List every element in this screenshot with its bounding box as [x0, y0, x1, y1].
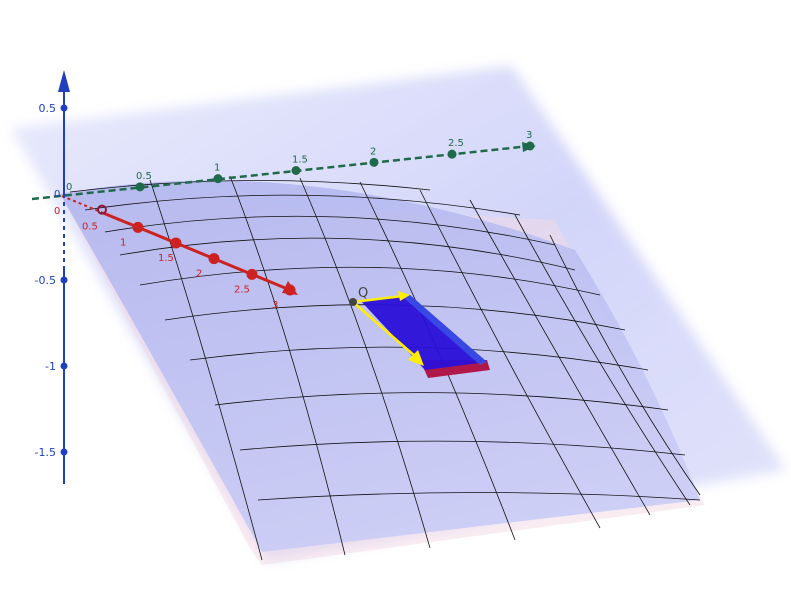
mesh-line-v-5 [469, 199, 651, 516]
x-tick-label-4: 2.5 [234, 284, 250, 295]
y-tick-mark-4 [447, 149, 457, 159]
y-tick-mark-0 [135, 182, 145, 192]
patch-edge [404, 295, 487, 365]
x-axis-origin-label: 0 [54, 206, 60, 217]
mesh-line-u-4 [139, 266, 601, 296]
y-tick-label-3: 2 [370, 146, 376, 157]
y-tick-label-1: 1 [214, 163, 220, 174]
x-tick-label-2: 1.5 [158, 253, 174, 264]
mesh-line-v-6 [514, 214, 691, 506]
x-tick-mark-5 [284, 284, 296, 296]
x-tick-mark-2 [170, 237, 182, 249]
mesh-line-v-0 [149, 179, 263, 561]
x-axis-hidden-part [61, 195, 105, 215]
tangent-vector-u[interactable] [352, 294, 404, 304]
tangent-vector-u-head [398, 291, 410, 301]
x-axis: 0 0.5 1 1.5 2 2.5 3 [54, 195, 298, 311]
mesh-line-u-8 [239, 440, 686, 456]
z-axis: 0 0.5 -0.5 -1 -1.5 [35, 70, 70, 484]
y-tick-mark-1 [213, 174, 223, 184]
mesh-line-v-7 [549, 234, 701, 496]
x-tick-mark-4 [246, 268, 258, 280]
z-tick-mark-2 [60, 362, 68, 370]
y-tick-mark-3 [369, 157, 379, 167]
z-tick-mark-3 [60, 448, 68, 456]
z-tick-label-2: -1 [45, 360, 56, 373]
x-tick-label-5: 3 [272, 300, 278, 311]
z-tick-label-0: 0.5 [39, 102, 57, 115]
y-tick-mark-5 [525, 141, 535, 151]
point-q-label: Q [358, 286, 368, 301]
z-tick-label-3: -1.5 [35, 446, 56, 459]
mesh-line-u-2 [104, 215, 556, 246]
z-axis-arrow [58, 70, 70, 92]
point-q[interactable] [349, 298, 357, 306]
x-tick-mark-0 [97, 204, 107, 215]
x-tick-label-1: 1 [120, 237, 126, 248]
tangent-vector-v[interactable] [352, 301, 417, 358]
mesh-line-u-1 [84, 194, 521, 216]
mesh-line-u-0 [69, 180, 431, 193]
x-tick-mark-1 [132, 221, 144, 233]
mesh-line-v-1 [229, 175, 346, 556]
mesh-line-u-7 [214, 392, 669, 411]
y-tick-label-5: 3 [526, 130, 532, 141]
mesh-line-u-9 [257, 492, 701, 501]
y-axis-origin-label: 0 [66, 182, 72, 193]
surface-mesh [69, 175, 701, 561]
z-tick-mark-0 [60, 104, 68, 112]
z-axis-origin-label: 0 [54, 189, 60, 200]
z-tick-mark-1 [60, 276, 68, 284]
x-tick-mark-3 [208, 253, 220, 265]
surface-patch[interactable] [360, 295, 487, 370]
y-tick-label-2: 1.5 [292, 155, 308, 166]
curved-surface [60, 180, 700, 553]
mesh-line-v-4 [419, 189, 601, 529]
y-tick-label-4: 2.5 [448, 138, 464, 149]
y-axis-line [31, 144, 531, 201]
x-tick-label-0: 0.5 [82, 222, 98, 233]
z-tick-label-1: -0.5 [35, 274, 56, 287]
y-tick-mark-2 [291, 166, 301, 175]
tangent-vector-v-head [408, 350, 424, 366]
y-axis: 0 0.5 1 1.5 2 2.5 3 [31, 130, 536, 201]
y-tick-label-0: 0.5 [136, 171, 152, 182]
x-tick-label-3: 2 [196, 269, 202, 280]
mesh-line-v-2 [299, 177, 431, 549]
